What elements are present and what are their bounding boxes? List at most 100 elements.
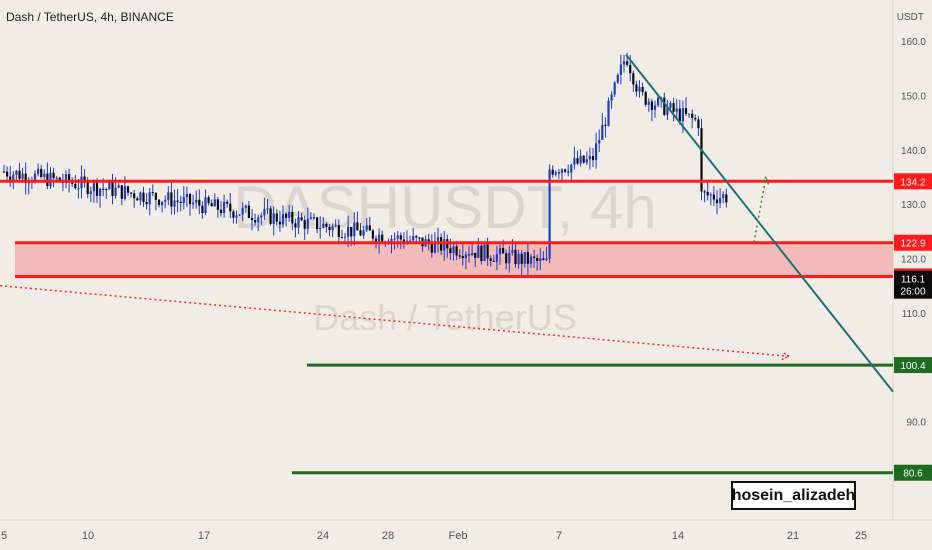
bearish-projection-line <box>0 284 790 358</box>
candle-body <box>244 205 247 208</box>
candle-body <box>356 222 359 231</box>
candle-body <box>647 101 650 105</box>
candle-body <box>430 243 433 253</box>
candle-body <box>353 222 356 237</box>
support-80-badge <box>894 464 932 481</box>
candle-body <box>681 108 684 122</box>
candle-body <box>601 124 604 140</box>
candle-body <box>557 172 560 174</box>
candle-body <box>418 237 421 239</box>
y-tick-label: 120.0 <box>901 255 926 266</box>
candle-body <box>697 119 700 129</box>
candle-body <box>622 61 626 65</box>
candle-body <box>576 158 579 164</box>
candle-body <box>579 155 582 164</box>
candle-body <box>613 82 616 95</box>
candle-body <box>340 237 343 239</box>
x-tick-label: 24 <box>317 530 329 542</box>
candle-body <box>266 208 269 210</box>
candle-body <box>123 186 126 199</box>
candle-body <box>33 173 37 182</box>
candle-body <box>250 217 254 221</box>
candle-body <box>151 192 154 194</box>
candle-body <box>95 182 99 196</box>
candle-body <box>539 258 542 262</box>
candle-body <box>582 155 585 163</box>
candle-body <box>337 225 340 238</box>
candle-body <box>275 213 278 222</box>
candle-body <box>666 107 669 115</box>
candle-body <box>616 74 619 83</box>
candle-body <box>604 124 607 126</box>
support-80-badge-label: 80.6 <box>903 469 923 480</box>
candle-body <box>610 94 613 101</box>
bullish-projection-line <box>753 176 767 243</box>
candle-body <box>409 240 412 242</box>
candle-body <box>542 258 545 260</box>
candle-body <box>663 97 666 115</box>
candle-body <box>644 92 647 105</box>
candle-body <box>502 247 505 254</box>
candle-body <box>201 205 204 214</box>
x-tick-label: 17 <box>198 530 210 542</box>
candle-body <box>709 194 712 196</box>
candle-body <box>706 191 709 196</box>
candle-body <box>74 183 77 189</box>
candle-body <box>260 215 263 218</box>
x-tick-label: 28 <box>382 530 394 542</box>
bearish-projection-arrowhead <box>781 351 791 361</box>
y-tick-label: 90.0 <box>907 418 927 429</box>
candle-body <box>641 86 644 93</box>
candle-body <box>455 246 458 256</box>
candle-body <box>210 203 213 207</box>
candle-body <box>560 169 564 174</box>
candle-body <box>669 103 672 108</box>
candle-body <box>24 173 27 184</box>
candle-body <box>213 199 216 207</box>
candle-body <box>371 230 374 239</box>
candle-body <box>68 174 71 183</box>
descending-trendline <box>625 53 894 393</box>
candle-body <box>37 168 40 174</box>
y-tick-label: 110.0 <box>902 309 927 320</box>
candle-body <box>415 236 418 238</box>
candle-body <box>638 86 641 92</box>
candle-body <box>694 118 697 120</box>
candle-body <box>393 238 396 240</box>
x-tick-label: 14 <box>672 530 684 542</box>
candle-body <box>536 258 539 262</box>
candle-body <box>297 217 300 228</box>
candle-body <box>412 236 415 241</box>
last-price-label: 116.1 <box>901 275 926 286</box>
watermark-symbol: DASHUSDT, 4h <box>233 174 656 241</box>
candle-body <box>653 105 657 110</box>
candle-body <box>167 192 170 200</box>
candle-body <box>678 108 681 122</box>
candle-body <box>486 244 489 259</box>
candle-body <box>309 217 312 219</box>
support-100-badge-label: 100.4 <box>900 361 925 372</box>
candle-body <box>182 197 185 203</box>
candle-body <box>55 177 58 179</box>
candle-body <box>722 194 725 199</box>
candle-body <box>703 191 706 193</box>
candle-body <box>303 220 306 229</box>
candle-body <box>83 176 86 181</box>
y-axis-unit: USDT <box>897 12 924 23</box>
candle-body <box>591 156 595 161</box>
candle-body <box>18 170 21 179</box>
candle-body <box>498 247 502 255</box>
candles <box>2 52 728 276</box>
candle-body <box>480 245 483 262</box>
candle-body <box>170 192 173 207</box>
candle-body <box>495 254 498 262</box>
last-price-badge <box>894 270 932 299</box>
candle-body <box>436 237 440 242</box>
candle-body <box>40 168 43 178</box>
candle-body <box>573 158 576 165</box>
candle-body <box>130 192 133 194</box>
candle-body <box>278 221 281 225</box>
candle-body <box>105 189 108 191</box>
candle-body <box>545 258 548 260</box>
